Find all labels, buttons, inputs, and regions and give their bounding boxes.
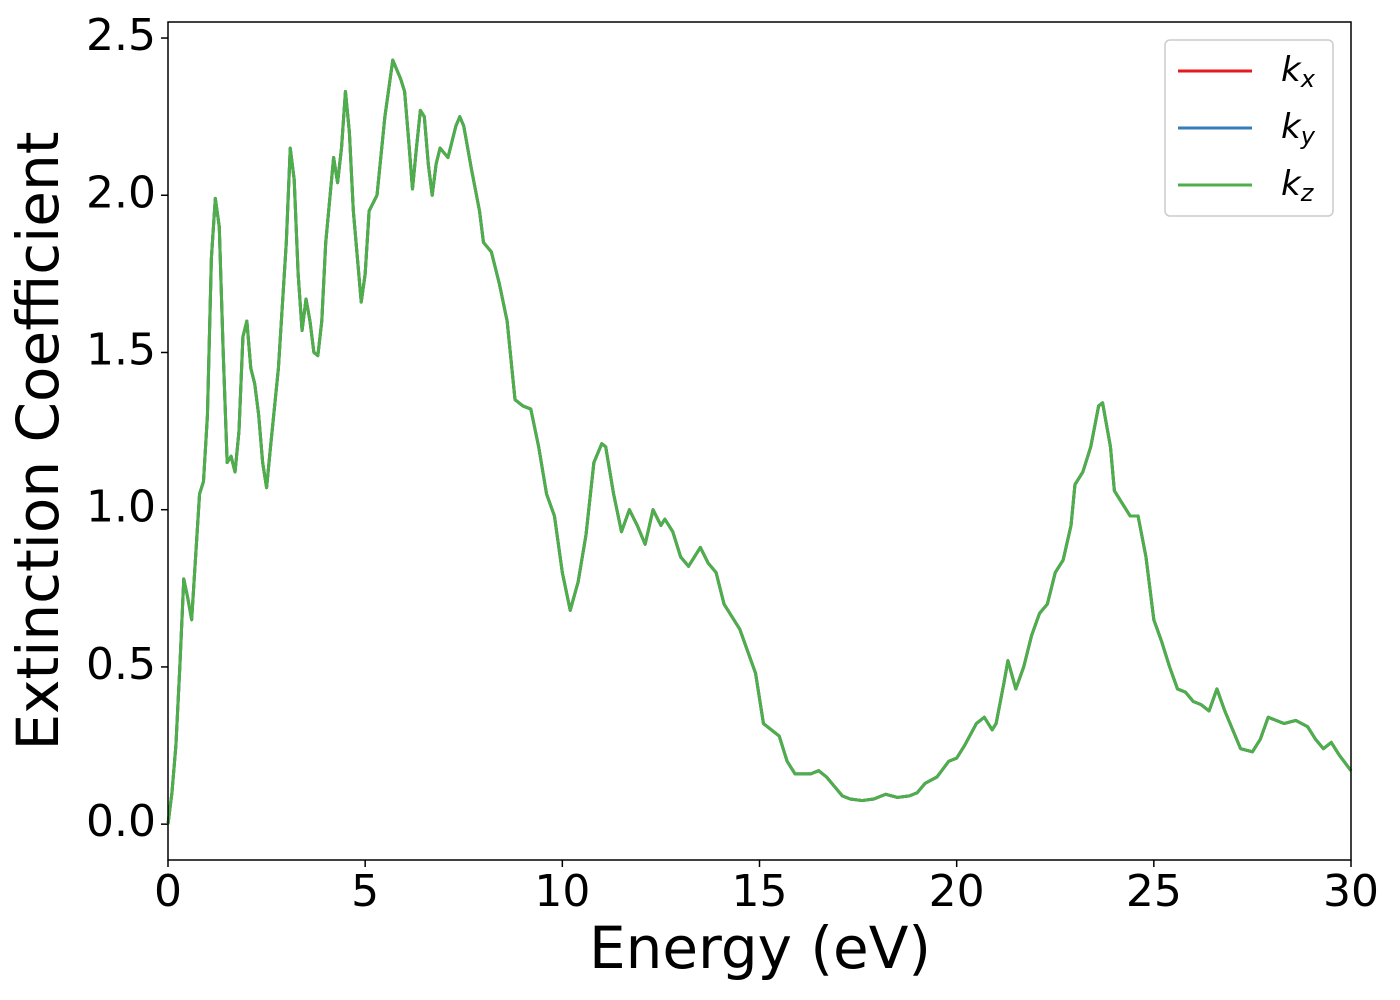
legend-subscript: z xyxy=(1300,179,1315,207)
x-tick-label: 0 xyxy=(154,866,182,917)
legend-name: k xyxy=(1281,50,1302,90)
series-line xyxy=(166,58,1353,825)
legend-name: k xyxy=(1281,107,1302,147)
legend-label: kx xyxy=(1281,50,1316,94)
y-tick-label: 0.0 xyxy=(86,796,156,847)
plot-frame xyxy=(167,21,1352,861)
legend-subscript: y xyxy=(1300,122,1316,150)
x-tick-label: 25 xyxy=(1126,866,1182,917)
y-tick-label: 1.5 xyxy=(86,324,156,375)
y-tick-label: 2.5 xyxy=(86,10,156,61)
x-tick-label: 30 xyxy=(1323,866,1379,917)
y-tick-label: 0.5 xyxy=(86,639,156,690)
x-axis-label: Energy (eV) xyxy=(589,914,931,982)
legend-label: kz xyxy=(1281,164,1315,208)
y-axis-label: Extinction Coefficient xyxy=(4,132,72,751)
legend-subscript: x xyxy=(1300,65,1316,93)
x-tick-label: 15 xyxy=(732,866,788,917)
legend-name: k xyxy=(1281,164,1302,204)
x-tick-label: 5 xyxy=(351,866,379,917)
x-tick-label: 20 xyxy=(929,866,985,917)
y-tick-label: 2.0 xyxy=(86,167,156,218)
x-tick-label: 10 xyxy=(534,866,590,917)
y-tick-label: 1.0 xyxy=(86,482,156,533)
legend-label: ky xyxy=(1281,107,1316,151)
